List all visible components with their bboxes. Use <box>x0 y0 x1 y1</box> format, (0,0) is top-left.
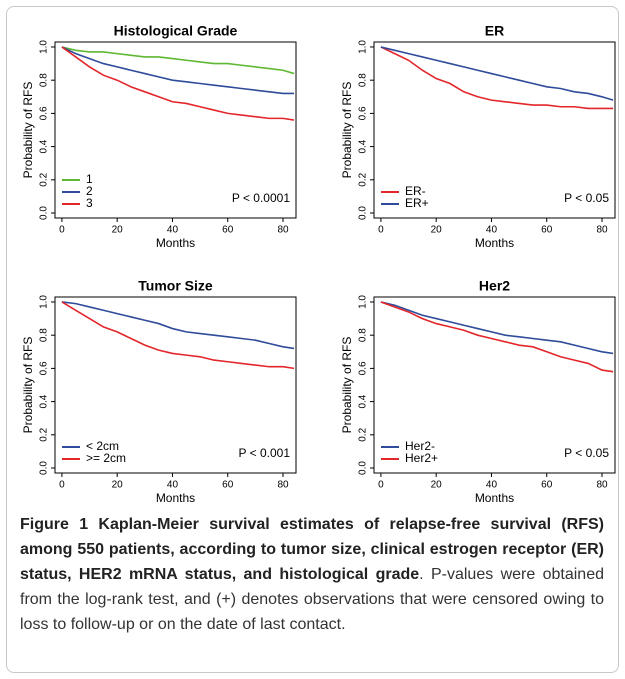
panel: Histological Grade 0 20 40 60 80 0.0 0.2 0.4 0.6 0… <box>21 23 297 250</box>
y-tick-label: 0.8 <box>358 73 369 87</box>
p-value: P < 0.05 <box>564 191 609 205</box>
y-axis-label: Probability of RFS <box>21 82 35 179</box>
plot-box <box>373 296 616 474</box>
survival-curve <box>61 46 295 75</box>
x-tick-label: 40 <box>486 225 498 236</box>
x-tick-label: 0 <box>59 480 65 491</box>
survival-curve <box>61 46 295 95</box>
panel-title: Her2 <box>479 278 510 294</box>
y-tick-label: 1.0 <box>358 40 369 54</box>
legend-label: >= 2cm <box>86 451 126 465</box>
legend-label: 2 <box>86 184 93 198</box>
x-tick-label: 40 <box>167 225 179 236</box>
legend-label: Her2- <box>405 439 435 453</box>
x-tick-label: 80 <box>596 480 608 491</box>
caption-title: Kaplan-Meier survival estimates of relap… <box>20 516 605 583</box>
caption-text: . P-values were obtained from the log-ra… <box>20 566 605 633</box>
plot-box <box>373 41 616 219</box>
x-tick-label: 80 <box>277 225 289 236</box>
plot-box <box>54 41 297 219</box>
panel: Tumor Size 0 20 40 60 80 0.0 0.2 0.4 0.6 0.8 1.0 Mon… <box>21 278 297 505</box>
panel-title: Tumor Size <box>138 278 213 294</box>
legend-label: 3 <box>86 196 93 210</box>
y-axis-label: Probability of RFS <box>340 337 354 434</box>
x-tick-label: 20 <box>112 480 124 491</box>
survival-curve <box>61 301 295 350</box>
y-tick-label: 0.0 <box>39 461 50 475</box>
x-tick-label: 60 <box>222 480 234 491</box>
y-tick-label: 1.0 <box>39 295 50 309</box>
legend-label: 1 <box>86 172 93 186</box>
panel: ER 0 20 40 60 80 0.0 0.2 0.4 0.6 0.8 1.0 Months Proba… <box>340 23 616 250</box>
y-tick-label: 0.2 <box>39 427 50 441</box>
y-tick-label: 1.0 <box>39 40 50 54</box>
y-tick-label: 0.4 <box>358 139 369 153</box>
y-tick-label: 0.8 <box>39 73 50 87</box>
y-tick-label: 0.0 <box>358 206 369 220</box>
y-axis-label: Probability of RFS <box>340 82 354 179</box>
x-tick-label: 80 <box>277 480 289 491</box>
y-tick-label: 0.0 <box>358 461 369 475</box>
survival-curve <box>61 46 295 121</box>
legend-label: ER- <box>405 184 426 198</box>
survival-curve <box>380 301 614 355</box>
panel-title: ER <box>485 23 504 39</box>
y-tick-label: 0.6 <box>39 106 50 120</box>
panel: Her2 0 20 40 60 80 0.0 0.2 0.4 0.6 0.8 1.0 Months Pro… <box>340 278 616 505</box>
x-axis-label: Months <box>475 491 514 505</box>
x-axis-label: Months <box>156 236 195 250</box>
x-tick-label: 80 <box>596 225 608 236</box>
survival-curve <box>380 46 614 101</box>
x-tick-label: 0 <box>59 225 65 236</box>
legend-label: ER+ <box>405 196 429 210</box>
y-tick-label: 0.8 <box>39 328 50 342</box>
plot-box <box>54 296 297 474</box>
x-tick-label: 20 <box>431 225 443 236</box>
y-tick-label: 0.4 <box>39 394 50 408</box>
x-tick-label: 20 <box>112 225 124 236</box>
survival-curve <box>380 46 614 110</box>
y-tick-label: 0.8 <box>358 328 369 342</box>
caption: Figure 1 Kaplan-Meier survival estimates… <box>20 512 604 637</box>
y-tick-label: 0.4 <box>39 139 50 153</box>
x-axis-label: Months <box>475 236 514 250</box>
legend-label: < 2cm <box>86 439 119 453</box>
x-tick-label: 0 <box>378 225 384 236</box>
y-tick-label: 0.2 <box>358 427 369 441</box>
legend-label: Her2+ <box>405 451 438 465</box>
y-tick-label: 0.6 <box>39 361 50 375</box>
p-value: P < 0.0001 <box>232 191 290 205</box>
p-value: P < 0.001 <box>239 446 291 460</box>
survival-curve <box>380 301 614 373</box>
x-tick-label: 60 <box>222 225 234 236</box>
caption-label: Figure 1 <box>20 516 89 533</box>
x-axis-label: Months <box>156 491 195 505</box>
x-tick-label: 40 <box>486 480 498 491</box>
y-tick-label: 1.0 <box>358 295 369 309</box>
y-tick-label: 0.2 <box>358 172 369 186</box>
y-tick-label: 0.2 <box>39 172 50 186</box>
y-tick-label: 0.0 <box>39 206 50 220</box>
y-tick-label: 0.4 <box>358 394 369 408</box>
figure-frame <box>6 6 619 673</box>
p-value: P < 0.05 <box>564 446 609 460</box>
x-tick-label: 60 <box>541 225 553 236</box>
x-tick-label: 20 <box>431 480 443 491</box>
survival-curve <box>61 301 295 370</box>
panel-title: Histological Grade <box>114 23 238 39</box>
y-tick-label: 0.6 <box>358 361 369 375</box>
x-tick-label: 0 <box>378 480 384 491</box>
y-axis-label: Probability of RFS <box>21 337 35 434</box>
y-tick-label: 0.6 <box>358 106 369 120</box>
x-tick-label: 40 <box>167 480 179 491</box>
x-tick-label: 60 <box>541 480 553 491</box>
